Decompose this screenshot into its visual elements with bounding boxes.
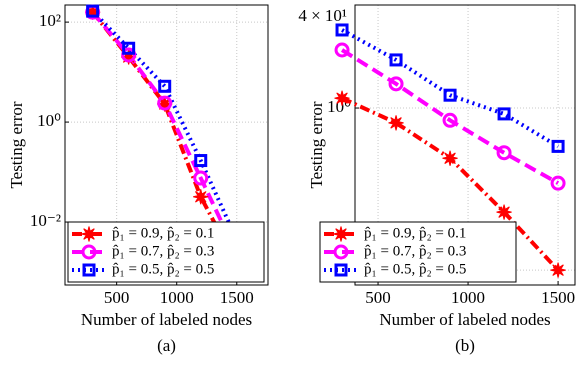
x-tick-label: 500 (365, 288, 391, 307)
x-tick-label: 1000 (451, 288, 485, 307)
marker (550, 175, 566, 191)
plot-frame (64, 4, 269, 286)
series-line (91, 10, 239, 266)
plot-frame (354, 4, 576, 286)
legend-label: p̂₁ = 0.5, p̂₂ = 0.5 (364, 261, 466, 277)
marker (333, 226, 349, 242)
caption: (b) (455, 336, 475, 355)
marker (497, 107, 511, 121)
x-tick-label: 500 (104, 288, 130, 307)
marker (442, 112, 458, 128)
axis-annotation: 4 × 10¹ (298, 6, 347, 25)
marker (157, 95, 173, 111)
y-axis-label: Testing error (307, 101, 326, 188)
marker (86, 4, 100, 18)
series-line (341, 28, 560, 149)
marker (388, 115, 404, 131)
marker (121, 47, 137, 63)
legend-label: p̂₁ = 0.9, p̂₂ = 0.1 (364, 225, 466, 241)
legend-label: p̂₁ = 0.7, p̂₂ = 0.3 (112, 243, 214, 259)
marker (335, 23, 349, 37)
marker (551, 139, 565, 153)
legend-label: p̂₁ = 0.5, p̂₂ = 0.5 (112, 261, 214, 277)
marker (496, 145, 512, 161)
marker (193, 170, 209, 186)
marker (443, 88, 457, 102)
marker (81, 244, 97, 260)
legend-label: p̂₁ = 0.7, p̂₂ = 0.3 (364, 243, 466, 259)
marker (496, 204, 512, 220)
marker (388, 76, 404, 92)
marker (81, 226, 97, 242)
marker (193, 189, 209, 205)
y-tick-label: 10⁻² (30, 211, 61, 230)
y-tick-label: 10⁰ (37, 111, 61, 130)
marker (82, 263, 96, 277)
legend: p̂₁ = 0.9, p̂₂ = 0.1 p̂₁ = 0.7, p̂₂ = 0.3… (67, 221, 265, 283)
series-line (340, 48, 560, 185)
marker (334, 263, 348, 277)
marker (389, 53, 403, 67)
marker (122, 41, 136, 55)
x-tick-label: 1500 (220, 288, 254, 307)
y-tick-label: 10² (39, 11, 61, 30)
y-axis-label: Testing error (7, 101, 26, 188)
marker (442, 150, 458, 166)
legend: p̂₁ = 0.9, p̂₂ = 0.1 p̂₁ = 0.7, p̂₂ = 0.3… (319, 221, 517, 283)
x-axis-label: Number of labeled nodes (379, 310, 550, 329)
x-axis-label: Number of labeled nodes (81, 310, 252, 329)
marker (550, 262, 566, 278)
marker (334, 42, 350, 58)
marker (333, 244, 349, 260)
x-tick-label: 1000 (160, 288, 194, 307)
caption: (a) (157, 336, 176, 355)
marker (334, 90, 350, 106)
marker (194, 154, 208, 168)
legend-label: p̂₁ = 0.9, p̂₂ = 0.1 (112, 225, 214, 241)
x-tick-label: 1500 (541, 288, 575, 307)
marker (158, 79, 172, 93)
